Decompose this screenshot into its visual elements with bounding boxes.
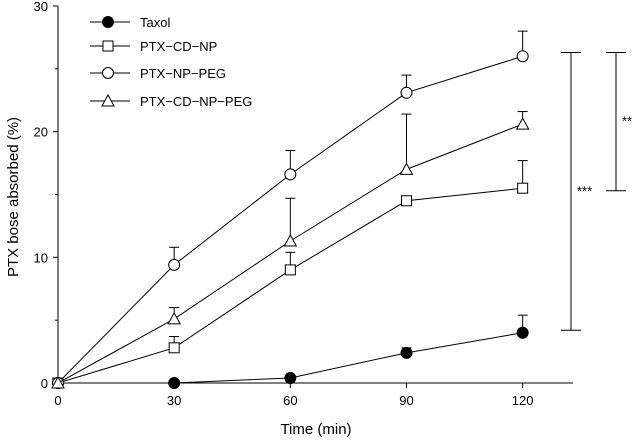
legend-marker xyxy=(102,67,114,79)
series-group xyxy=(51,30,530,389)
legend-label: PTX−CD−NP−PEG xyxy=(140,94,252,109)
significance-label: ** xyxy=(622,114,632,129)
legend: Taxol PTX−CD−NP PTX−NP−PEG PTX−CD−NP−PEG xyxy=(90,15,252,109)
series-3 xyxy=(51,111,530,389)
legend-item-2: PTX−NP−PEG xyxy=(90,66,226,81)
tick-labels: 0 30 60 90 120 0 10 20 30 xyxy=(34,0,534,408)
legend-label: PTX−NP−PEG xyxy=(140,66,226,81)
significance-bracket-0: *** xyxy=(561,51,592,331)
legend-marker xyxy=(101,93,115,107)
axes xyxy=(53,5,573,388)
legend-item-0: Taxol xyxy=(90,15,170,30)
x-tick-label-60: 60 xyxy=(283,393,297,408)
data-point xyxy=(516,50,529,63)
data-point xyxy=(400,195,412,207)
data-point xyxy=(517,182,529,194)
data-point xyxy=(284,371,297,384)
data-point xyxy=(399,162,414,175)
data-point xyxy=(284,264,296,276)
data-point xyxy=(168,258,181,271)
data-point xyxy=(284,168,297,181)
significance-label: *** xyxy=(577,183,592,198)
series-0 xyxy=(52,314,529,389)
legend-label: Taxol xyxy=(140,15,170,30)
data-point xyxy=(516,326,529,339)
y-tick-label-10: 10 xyxy=(34,250,48,265)
x-tick-label-0: 0 xyxy=(54,393,61,408)
significance-bracket-1: ** xyxy=(606,51,632,192)
data-point xyxy=(168,342,180,354)
y-tick-label-20: 20 xyxy=(34,125,48,140)
legend-item-3: PTX−CD−NP−PEG xyxy=(90,93,252,109)
y-axis-title: PTX bose absorbed (%) xyxy=(5,117,22,277)
x-tick-label-120: 120 xyxy=(512,393,534,408)
legend-marker xyxy=(102,16,114,28)
series-1 xyxy=(52,160,529,389)
data-point xyxy=(283,233,298,247)
data-point xyxy=(515,117,530,130)
significance-annotations: ***** xyxy=(561,51,632,331)
legend-marker xyxy=(102,40,114,52)
data-point xyxy=(400,86,413,99)
y-tick-label-30: 30 xyxy=(34,0,48,14)
x-tick-label-90: 90 xyxy=(399,393,413,408)
legend-item-1: PTX−CD−NP xyxy=(90,39,217,54)
legend-label: PTX−CD−NP xyxy=(140,39,217,54)
x-axis-title: Time (min) xyxy=(280,421,351,438)
x-tick-label-30: 30 xyxy=(167,393,181,408)
data-point xyxy=(51,375,65,389)
y-tick-label-0: 0 xyxy=(41,376,48,391)
data-point xyxy=(400,346,413,359)
data-point xyxy=(167,311,182,325)
data-point xyxy=(168,377,181,389)
